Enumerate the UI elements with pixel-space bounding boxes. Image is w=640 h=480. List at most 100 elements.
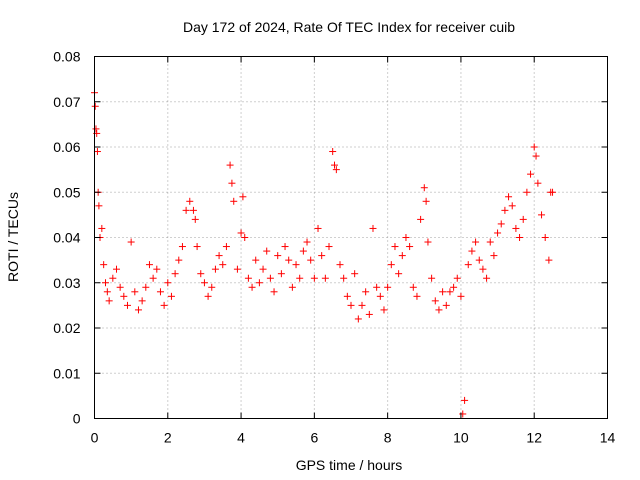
data-point bbox=[490, 252, 498, 260]
data-point bbox=[545, 256, 553, 264]
data-point bbox=[486, 238, 494, 246]
chart-title: Day 172 of 2024, Rate Of TEC Index for r… bbox=[183, 19, 515, 35]
data-point bbox=[156, 288, 164, 296]
data-point bbox=[109, 274, 117, 282]
data-point bbox=[468, 247, 476, 255]
data-point bbox=[395, 270, 403, 278]
data-point bbox=[191, 215, 199, 223]
data-point bbox=[512, 224, 520, 232]
y-tick-label: 0.05 bbox=[53, 184, 80, 200]
data-point bbox=[472, 238, 480, 246]
data-point bbox=[299, 247, 307, 255]
data-point bbox=[459, 410, 467, 418]
data-points bbox=[91, 89, 557, 418]
data-point bbox=[189, 206, 197, 214]
data-point bbox=[233, 265, 241, 273]
data-point bbox=[479, 265, 487, 273]
data-point bbox=[439, 288, 447, 296]
data-point bbox=[120, 292, 128, 300]
y-tick-label: 0.03 bbox=[53, 275, 80, 291]
data-point bbox=[134, 306, 142, 314]
data-point bbox=[248, 283, 256, 291]
data-point bbox=[193, 243, 201, 251]
data-point bbox=[321, 274, 329, 282]
data-point bbox=[215, 252, 223, 260]
data-point bbox=[266, 274, 274, 282]
data-point bbox=[508, 202, 516, 210]
data-point bbox=[100, 261, 108, 269]
y-tick-label: 0.07 bbox=[53, 94, 80, 110]
data-point bbox=[277, 270, 285, 278]
data-point bbox=[494, 229, 502, 237]
data-point bbox=[428, 274, 436, 282]
data-point bbox=[505, 193, 513, 201]
data-point bbox=[274, 252, 282, 260]
axis-ticks: 0 2 4 6 8 10 12 14 0 0.01 0.02 0.03 0.04 0.05 0.06 0.07… bbox=[53, 49, 615, 446]
data-point bbox=[103, 288, 111, 296]
data-point bbox=[435, 306, 443, 314]
data-point bbox=[92, 125, 100, 133]
data-point bbox=[501, 206, 509, 214]
data-point bbox=[369, 224, 377, 232]
data-point bbox=[149, 274, 157, 282]
data-point bbox=[318, 252, 326, 260]
data-point bbox=[182, 206, 190, 214]
data-point bbox=[453, 274, 461, 282]
data-point bbox=[464, 261, 472, 269]
data-point bbox=[219, 261, 227, 269]
data-point bbox=[331, 161, 339, 169]
y-tick-label: 0.01 bbox=[53, 365, 80, 381]
data-point bbox=[532, 152, 540, 160]
data-point bbox=[270, 288, 278, 296]
data-point bbox=[530, 143, 538, 151]
data-point bbox=[112, 265, 120, 273]
data-point bbox=[417, 215, 425, 223]
y-tick-label: 0.06 bbox=[53, 139, 80, 155]
data-point bbox=[296, 274, 304, 282]
data-point bbox=[336, 261, 344, 269]
data-point bbox=[288, 283, 296, 291]
data-point bbox=[332, 166, 340, 174]
data-point bbox=[457, 292, 465, 300]
data-point bbox=[516, 234, 524, 241]
data-point bbox=[171, 270, 179, 278]
data-point bbox=[387, 261, 395, 269]
data-point bbox=[153, 265, 161, 273]
x-tick-label: 6 bbox=[310, 430, 318, 446]
data-point bbox=[483, 274, 491, 282]
y-tick-label: 0.04 bbox=[53, 230, 80, 246]
data-point bbox=[406, 243, 414, 251]
data-point bbox=[167, 292, 175, 300]
data-point bbox=[123, 301, 131, 309]
y-tick-label: 0.02 bbox=[53, 320, 80, 336]
data-point bbox=[409, 283, 417, 291]
data-point bbox=[197, 270, 205, 278]
data-point bbox=[541, 234, 549, 241]
data-point bbox=[105, 297, 113, 305]
data-point bbox=[314, 224, 322, 232]
data-point bbox=[237, 229, 245, 237]
data-point bbox=[310, 274, 318, 282]
data-point bbox=[211, 265, 219, 273]
data-point bbox=[365, 310, 373, 318]
data-point bbox=[384, 283, 392, 291]
x-tick-label: 8 bbox=[384, 430, 392, 446]
data-point bbox=[442, 301, 450, 309]
data-point bbox=[160, 301, 168, 309]
data-point bbox=[347, 301, 355, 309]
data-point bbox=[424, 238, 432, 246]
data-point bbox=[343, 292, 351, 300]
x-tick-label: 14 bbox=[600, 430, 616, 446]
data-point bbox=[98, 224, 106, 232]
data-point bbox=[252, 256, 260, 264]
data-point bbox=[178, 243, 186, 251]
data-point bbox=[175, 256, 183, 264]
y-axis-label: ROTI / TECUs bbox=[5, 192, 21, 282]
data-point bbox=[164, 279, 172, 287]
data-point bbox=[340, 274, 348, 282]
data-point bbox=[244, 274, 252, 282]
data-point bbox=[307, 256, 315, 264]
data-point bbox=[527, 170, 535, 178]
data-point bbox=[226, 161, 234, 169]
